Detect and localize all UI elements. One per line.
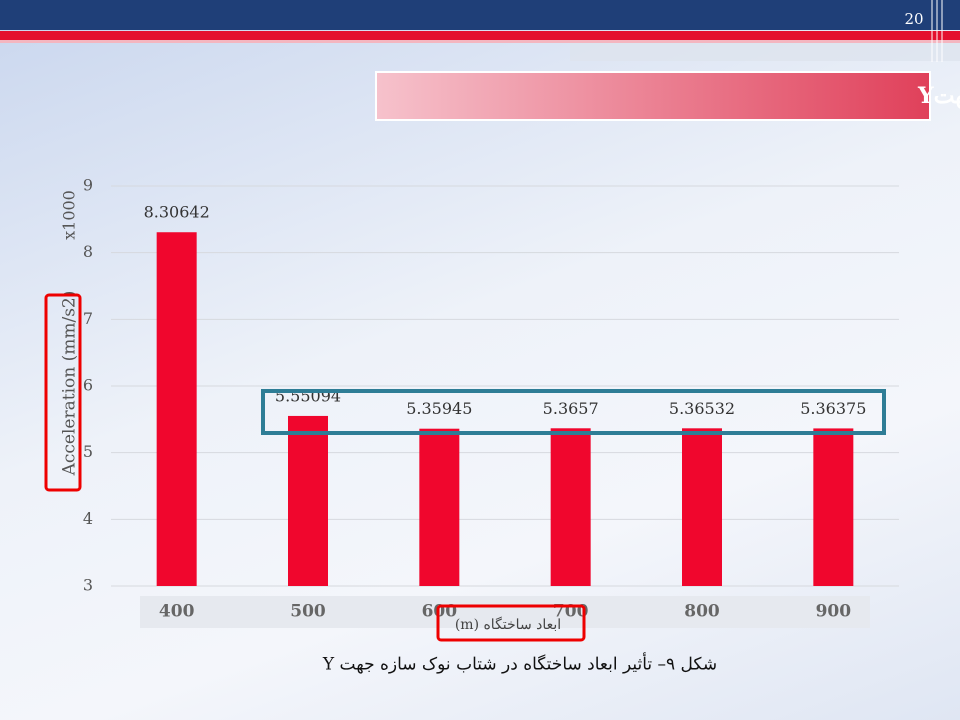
value-label: 5.36375	[800, 399, 866, 418]
bar	[682, 428, 722, 586]
y-tick-label: 9	[83, 176, 93, 195]
highlight-box	[261, 389, 886, 435]
value-label: 5.36532	[669, 399, 735, 418]
value-label: 5.3657	[543, 399, 599, 418]
x-tick-label: 500	[290, 602, 326, 622]
bar	[813, 428, 854, 586]
title-box	[375, 71, 931, 121]
x-axis-label: ابعاد ساختگاه (m)	[455, 616, 561, 633]
bar	[288, 415, 328, 586]
value-label: 8.30642	[144, 203, 210, 222]
header-stripe	[0, 40, 960, 43]
y-tick-label: 5	[83, 442, 93, 461]
y-tick-label: 7	[83, 309, 93, 328]
caption: شکل ۹– تأثیر ابعاد ساختگاه در شتاب نوک س…	[322, 652, 717, 675]
y-tick-label: 8	[83, 242, 93, 261]
header-band	[0, 0, 960, 30]
header-stripe	[570, 43, 960, 61]
chart-title: تأثیر ابعاد ساختگاه در شتاب نوک سازه جهت…	[917, 79, 960, 109]
bar	[550, 428, 591, 586]
value-label: 5.35945	[406, 399, 472, 418]
category-band	[140, 596, 870, 628]
plot: 34567894008.306425005.550946005.35945700…	[83, 176, 899, 622]
x-tick-label: 800	[684, 602, 720, 622]
slide-number: 20	[904, 10, 923, 28]
bar	[419, 428, 460, 586]
y-tick-label: 6	[83, 376, 93, 395]
highlight-box	[44, 293, 82, 492]
header-stripe	[0, 31, 960, 40]
y-axis-label: Acceleration (mm/s2)	[60, 291, 80, 477]
bar	[156, 232, 197, 587]
y-tick-label: 4	[83, 509, 93, 528]
highlight-box	[436, 604, 586, 642]
x-tick-label: 400	[159, 602, 195, 622]
y-tick-label: 3	[83, 576, 93, 595]
x-tick-label: 900	[816, 602, 852, 622]
y-multiplier: x1000	[60, 190, 79, 240]
